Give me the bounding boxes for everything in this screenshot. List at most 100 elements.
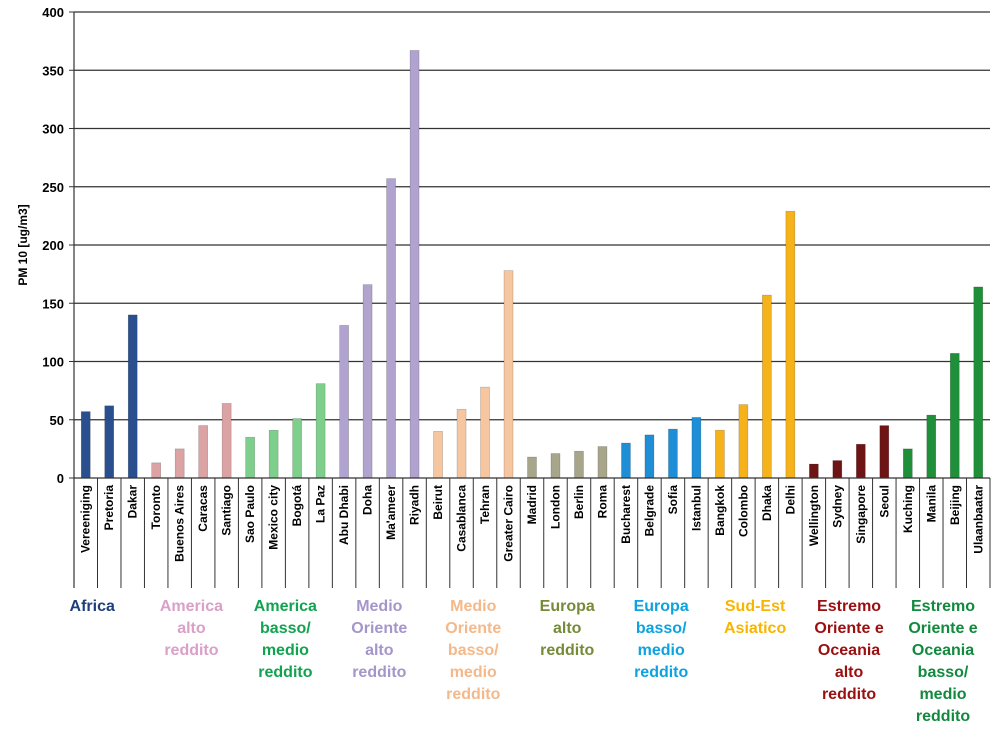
category-label: Bogotá (290, 485, 304, 527)
gridlines (74, 11, 990, 421)
category-label: Colombo (736, 485, 750, 537)
y-tick-label: 0 (57, 471, 64, 486)
region-group-label: Estremo Oriente e Oceania alto reddito (814, 598, 884, 703)
category-label: Istanbul (689, 485, 703, 531)
bar (715, 429, 725, 479)
y-axis-title: PM 10 [ug/m3] (16, 204, 30, 285)
category-label: Pretoria (102, 485, 116, 531)
bar (785, 210, 796, 479)
category-label: Bangkok (713, 485, 727, 536)
y-tick-label: 50 (50, 413, 64, 428)
category-label: Singapore (854, 485, 868, 544)
bar (597, 446, 608, 479)
bar (762, 294, 772, 479)
category-label: Dakar (126, 485, 140, 519)
category-label: Greater Cairo (502, 485, 516, 562)
category-label: Vereeniging (79, 485, 93, 553)
bar (480, 386, 490, 479)
category-label: Toronto (149, 485, 163, 529)
category-label: Berlin (572, 485, 586, 519)
category-label: Ma'ameer (384, 485, 398, 540)
category-label: Sofia (666, 485, 680, 515)
bar (268, 429, 279, 479)
category-label: Tehran (478, 485, 492, 524)
y-tick-label: 150 (42, 296, 64, 311)
region-group-label: Africa (69, 598, 115, 615)
bar (433, 431, 443, 479)
bar (949, 353, 960, 479)
category-label: Caracas (196, 485, 210, 532)
region-group-label: Europa alto reddito (539, 598, 595, 659)
bar (550, 453, 561, 479)
bar (127, 314, 138, 479)
category-label: Buenos Aires (173, 485, 187, 562)
bar (926, 414, 937, 479)
bars (80, 50, 984, 479)
category-label: Delhi (783, 485, 797, 514)
category-label: Seoul (877, 485, 891, 518)
bar (644, 434, 655, 479)
category-label: Belgrade (642, 485, 656, 537)
bar (691, 417, 702, 479)
category-label: Riyadh (408, 485, 422, 525)
category-label: Mexico city (267, 485, 281, 550)
bar (456, 408, 467, 479)
category-label: Manila (924, 485, 938, 523)
bar (245, 436, 255, 479)
category-label: Madrid (525, 485, 539, 524)
category-label: Dhaka (760, 485, 774, 521)
y-tick-label: 350 (42, 63, 64, 78)
category-label: Wellington (807, 485, 821, 546)
category-label: Beirut (431, 485, 445, 520)
bar (621, 442, 631, 479)
category-label: Beijing (948, 485, 962, 525)
bar (80, 411, 91, 479)
y-tick-label: 400 (42, 5, 64, 20)
bar (973, 286, 984, 479)
bar (386, 178, 396, 479)
category-label: Sao Paulo (243, 485, 257, 543)
bar (809, 463, 819, 479)
y-tick-label: 200 (42, 238, 64, 253)
bar (879, 425, 890, 479)
bar (856, 443, 866, 479)
category-label: Santiago (220, 485, 234, 536)
y-tick-label: 250 (42, 180, 64, 195)
category-label: Roma (595, 485, 609, 519)
pm10-bar-chart: 0 50 100 150 200 250 300 350 400 PM 10 [ug/m3] V… (16, 5, 991, 588)
bar (409, 50, 420, 479)
region-group-label: America alto reddito (159, 598, 223, 659)
bar (738, 404, 749, 479)
region-group-label: Estremo Oriente e Oceania basso/ medio r… (908, 598, 978, 725)
bar (104, 405, 115, 479)
region-group-label: Europa basso/ medio reddito (633, 598, 689, 681)
category-label: La Paz (314, 485, 328, 523)
category-label: Ulaanbaatar (971, 485, 985, 554)
y-tick-label: 300 (42, 122, 64, 137)
y-tick-label: 100 (42, 355, 64, 370)
category-label: Kuching (901, 485, 915, 533)
bar (832, 460, 843, 479)
bar (902, 448, 913, 479)
category-label: London (548, 485, 562, 529)
bar (198, 425, 208, 479)
y-axis-ticks: 0 50 100 150 200 250 300 350 400 (42, 5, 74, 486)
bar (221, 403, 232, 479)
region-group-label: America basso/ medio reddito (253, 598, 317, 681)
region-group-label: Medio Oriente alto reddito (351, 598, 408, 681)
category-labels: Vereeniging Pretoria Dakar Toronto Buenos Ai… (79, 485, 986, 562)
bar (174, 448, 185, 479)
category-label: Bucharest (619, 485, 633, 544)
category-label: Abu Dhabi (337, 485, 351, 545)
bar (362, 284, 373, 479)
bar (151, 462, 162, 479)
category-label: Doha (361, 485, 375, 515)
bar (668, 428, 678, 479)
bar (315, 383, 326, 479)
bar (339, 325, 349, 479)
region-group-label: Medio Oriente basso/ medio reddito (445, 598, 502, 703)
region-group-label: Sud-Est Asiatico (723, 598, 787, 637)
bar (292, 418, 302, 479)
category-dividers (96, 478, 991, 588)
bar (574, 450, 584, 479)
